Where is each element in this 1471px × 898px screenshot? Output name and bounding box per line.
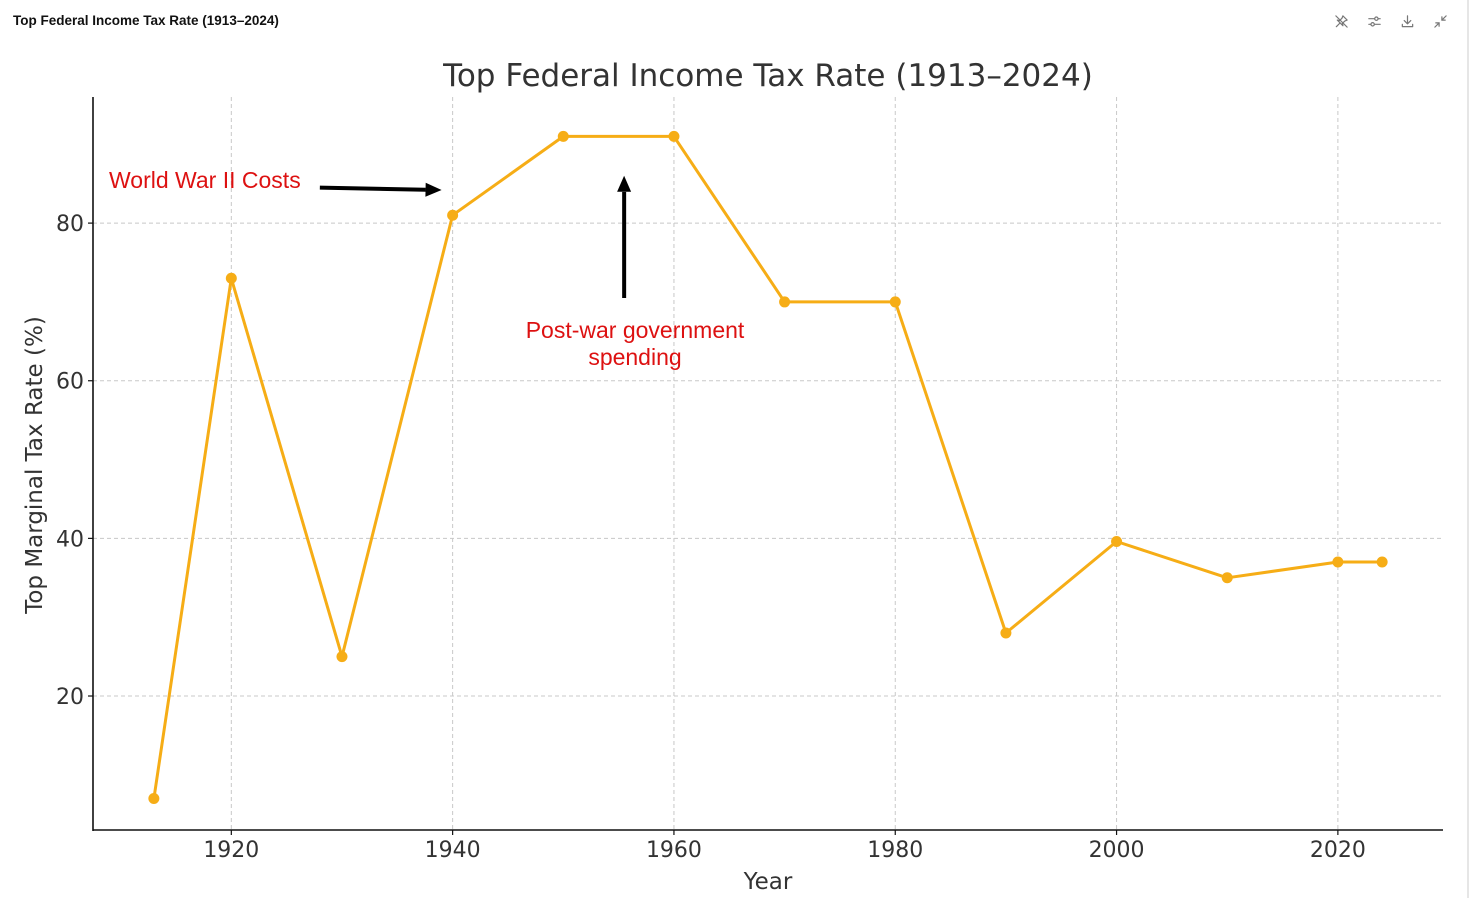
unpin-icon <box>1335 15 1348 28</box>
sliders-icon <box>1368 16 1381 27</box>
annotations: World War II Costs Post-war governmentspe… <box>109 167 745 370</box>
data-point <box>1376 556 1388 568</box>
data-point <box>557 130 569 142</box>
panel-edge <box>1467 0 1469 898</box>
y-axis-label: Top Marginal Tax Rate (%) <box>22 316 48 615</box>
x-tick-label: 2000 <box>1089 838 1145 863</box>
data-point <box>889 296 901 308</box>
data-point <box>1000 627 1012 639</box>
annotation-arrow-head <box>425 182 442 197</box>
data-point <box>447 209 459 221</box>
chart-settings-button[interactable] <box>1364 11 1385 32</box>
x-tick-label: 1980 <box>867 838 923 863</box>
download-icon <box>1401 15 1414 28</box>
y-tick-label: 20 <box>56 685 84 710</box>
data-point <box>779 296 791 308</box>
data-point <box>1111 536 1123 548</box>
y-tick-label: 40 <box>56 527 84 552</box>
unpin-button[interactable] <box>1331 11 1352 32</box>
annotation-arrow-shaft <box>319 185 426 192</box>
x-tick-label: 1940 <box>425 838 481 863</box>
y-tick-label: 80 <box>56 212 84 237</box>
annotation-arrow-head <box>617 175 632 192</box>
download-button[interactable] <box>1397 11 1418 32</box>
minimize-button[interactable] <box>1430 11 1451 32</box>
minimize-icon <box>1434 15 1447 28</box>
chart-title: Top Federal Income Tax Rate (1913–2024) <box>442 58 1093 94</box>
data-point <box>1221 572 1233 584</box>
x-tick-label: 1920 <box>203 838 259 863</box>
grid-lines <box>93 97 1443 830</box>
series-line <box>152 134 1383 799</box>
data-point <box>1332 556 1344 568</box>
data-point <box>668 130 680 142</box>
annotation-postwar-text: Post-war government <box>526 317 745 343</box>
data-point <box>148 792 160 804</box>
series-tax-rate <box>148 130 1388 804</box>
window-title: Top Federal Income Tax Rate (1913–2024) <box>13 13 279 28</box>
annotation-ww2-text: World War II Costs <box>109 167 301 193</box>
axes <box>92 97 1443 831</box>
chart-toolbar <box>1331 11 1451 32</box>
x-tick-label: 2020 <box>1310 838 1366 863</box>
x-tick-label: 1960 <box>646 838 702 863</box>
window-header: Top Federal Income Tax Rate (1913–2024) <box>0 0 1471 44</box>
data-point <box>336 651 348 663</box>
y-tick-label: 60 <box>56 370 84 395</box>
data-point <box>225 272 237 284</box>
x-axis-label: Year <box>743 869 793 895</box>
annotation-postwar-text: spending <box>588 344 681 370</box>
